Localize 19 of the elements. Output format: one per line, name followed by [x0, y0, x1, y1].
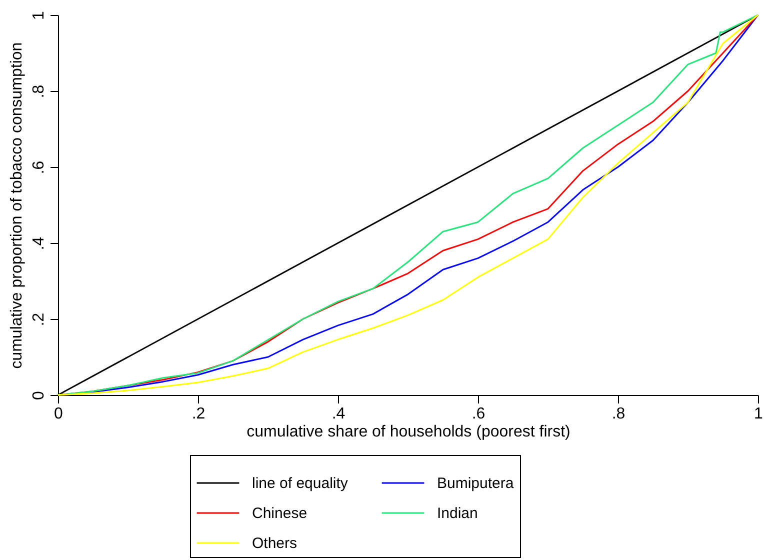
legend-label: Others — [252, 535, 298, 552]
x-tick-label: .6 — [472, 406, 486, 422]
legend-label: Indian — [437, 505, 478, 522]
x-tick-label: .8 — [612, 406, 626, 422]
y-tick-label: 1 — [30, 10, 48, 20]
y-tick-label: .2 — [30, 312, 48, 326]
x-tick-label: .4 — [332, 406, 346, 422]
legend-label: Chinese — [252, 505, 308, 522]
y-tick-label: .6 — [30, 160, 48, 174]
y-tick-label: .8 — [30, 84, 48, 98]
y-axis-title: cumulative proportion of tobacco consumption — [8, 42, 26, 369]
y-tick-label: 0 — [30, 390, 48, 400]
legend-label: Bumiputera — [437, 475, 514, 492]
x-tick-label: 0 — [54, 406, 64, 422]
x-tick-label: .2 — [192, 406, 206, 422]
legend-label: line of equality — [252, 475, 348, 492]
x-tick-label: 1 — [754, 406, 764, 422]
x-axis-title: cumulative share of households (poorest first) — [246, 424, 570, 440]
y-tick-label: .4 — [30, 236, 48, 250]
